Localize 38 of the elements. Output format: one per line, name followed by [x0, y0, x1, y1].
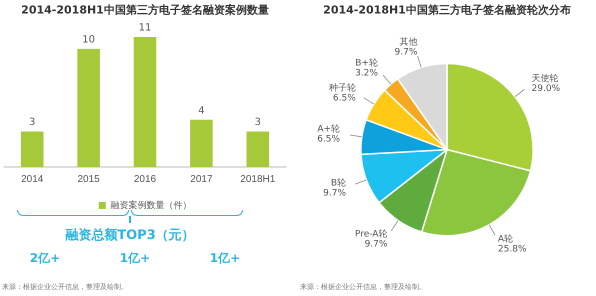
data-label: 3	[29, 117, 36, 128]
bar	[20, 132, 44, 167]
data-label: 9.7%	[394, 47, 418, 58]
bar	[246, 132, 270, 167]
bar	[134, 37, 156, 167]
data-label: 11	[138, 22, 152, 34]
x-tick-label: 2015	[77, 174, 100, 185]
slice-label: A轮	[498, 234, 514, 245]
text: 1亿+	[210, 250, 240, 267]
slice-label: 其他	[399, 36, 418, 48]
slice-label: Pre-A轮	[354, 228, 388, 240]
data-label: 3	[254, 117, 261, 128]
slice-label: 种子轮	[328, 82, 356, 94]
text: 2亿+	[30, 250, 60, 267]
slice-label: 天使轮	[532, 73, 559, 84]
text: 融资总额TOP3（元）	[64, 226, 196, 244]
text: 1亿+	[120, 250, 150, 267]
slice-label: B+轮	[355, 57, 378, 68]
legend-label: 融资案例数量（件）	[110, 200, 192, 210]
bar	[77, 48, 100, 167]
chart-title: 2014-2018H1中国第三方电子签名融资轮次分布	[323, 3, 571, 16]
slice-label: B轮	[330, 177, 346, 188]
data-label: 10	[82, 34, 95, 46]
data-label: 29.0%	[532, 84, 561, 94]
x-tick-label: 2018H1	[240, 174, 276, 185]
x-tick-label: 2017	[190, 174, 213, 185]
data-label: 4	[198, 105, 205, 116]
slice-label: A+轮	[317, 123, 340, 134]
x-tick-label: 2014	[21, 174, 44, 185]
x-tick-label: 2016	[134, 174, 157, 185]
data-label: 9.7%	[323, 188, 346, 198]
chart-title: 2014-2018H1中国第三方电子签名融资案例数量	[21, 3, 269, 16]
bar	[190, 120, 213, 167]
data-label: 6.5%	[332, 93, 356, 104]
data-label: 6.5%	[317, 134, 341, 144]
data-label: 25.8%	[498, 244, 527, 255]
data-label: 3.2%	[355, 68, 378, 78]
data-label: 9.7%	[364, 240, 388, 250]
